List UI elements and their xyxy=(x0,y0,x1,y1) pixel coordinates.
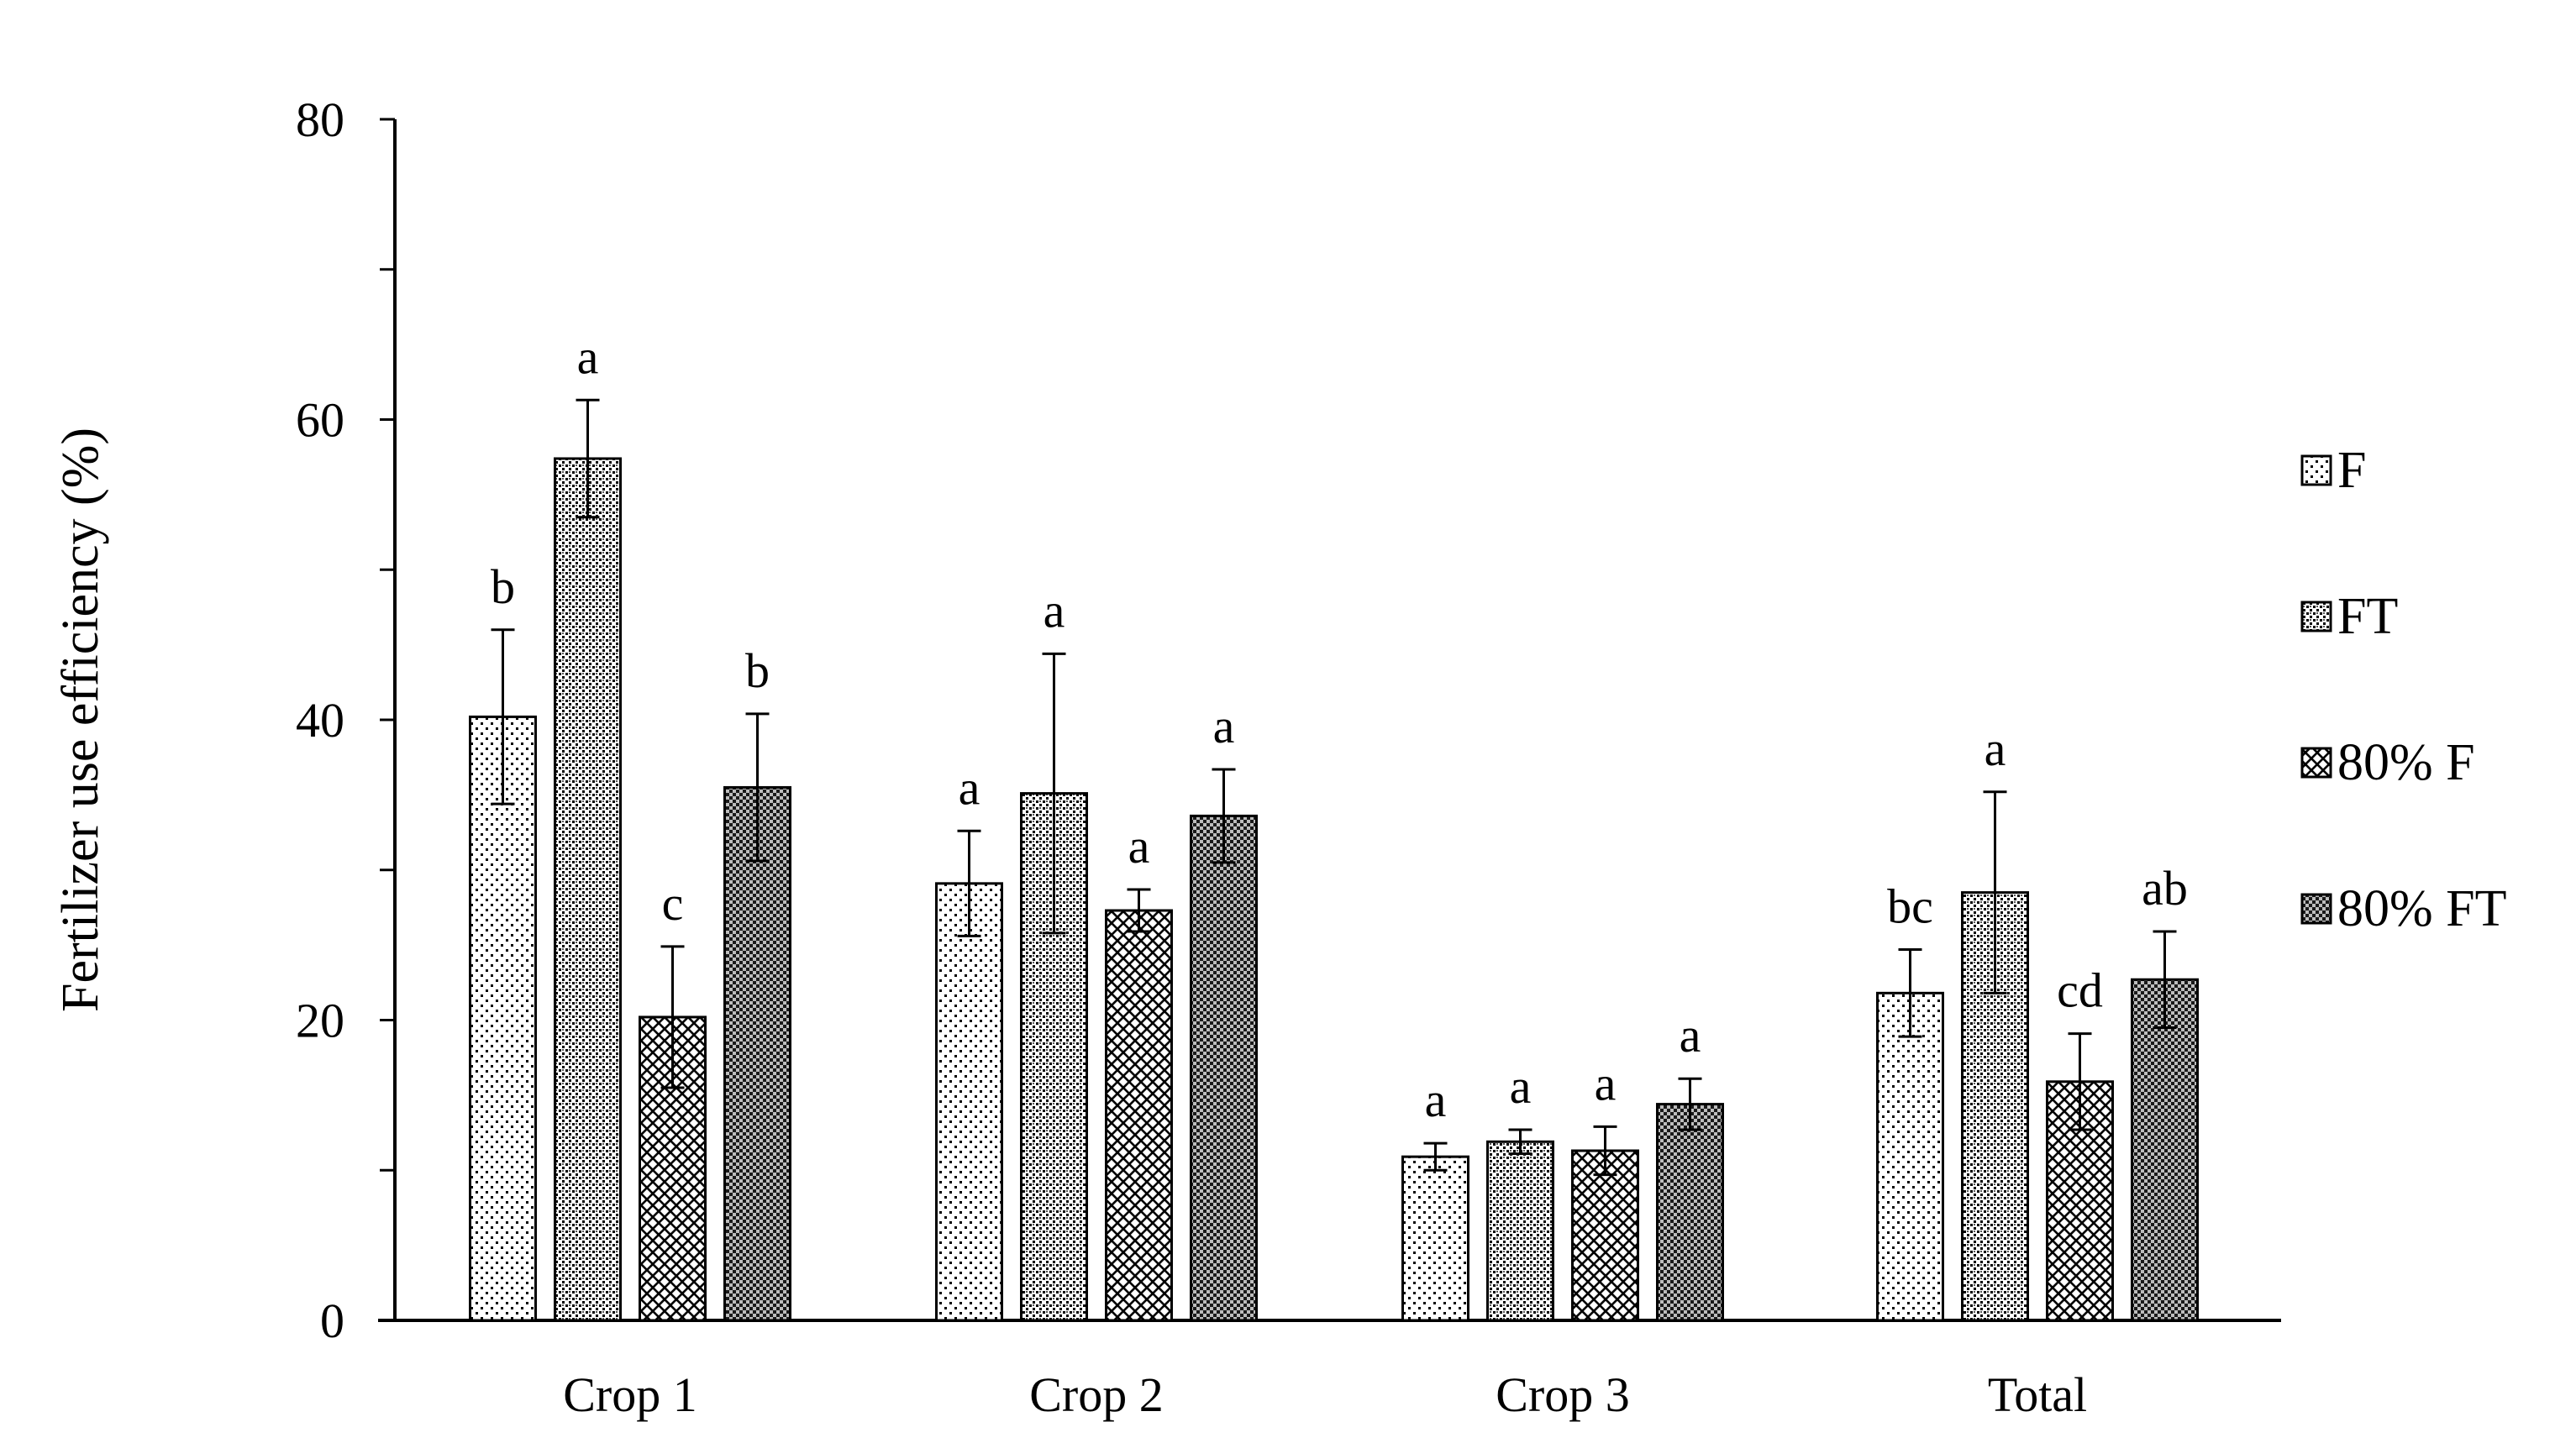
legend-label: FT xyxy=(2337,588,2398,645)
significance-letter: c xyxy=(662,876,684,931)
bar xyxy=(1486,1140,1554,1322)
bar xyxy=(1656,1103,1724,1322)
significance-letter: cd xyxy=(2057,963,2103,1018)
legend-swatch xyxy=(2300,747,2332,779)
category-labels: Crop 1 Crop 2 Crop 3 Total xyxy=(563,1367,2087,1422)
legend-item: FT xyxy=(2300,588,2398,645)
bar xyxy=(1105,909,1173,1322)
y-tick-label: 60 xyxy=(296,393,344,448)
bar xyxy=(2131,978,2199,1322)
bars xyxy=(469,457,2199,1322)
significance-letter: a xyxy=(1213,699,1235,753)
significance-letter: a xyxy=(1425,1073,1447,1127)
legend-item: 80% FT xyxy=(2300,880,2507,937)
y-tick-label: 40 xyxy=(296,693,344,748)
bar xyxy=(935,882,1003,1322)
bar xyxy=(1571,1149,1639,1322)
error-bars xyxy=(491,398,2177,1177)
legend-swatch xyxy=(2300,454,2332,486)
legend-swatch xyxy=(2300,893,2332,925)
legend: F FT 80% F 80% FT xyxy=(2300,442,2507,937)
x-tick-label: Crop 3 xyxy=(1496,1367,1630,1422)
legend-label: F xyxy=(2337,442,2366,499)
bar xyxy=(469,715,537,1322)
significance-letter: a xyxy=(1595,1056,1617,1110)
significance-letter: b xyxy=(491,559,515,614)
y-tick-label: 20 xyxy=(296,994,344,1048)
bar xyxy=(1401,1155,1469,1322)
x-tick-label: Crop 1 xyxy=(563,1367,697,1422)
y-axis-label: Fertilizer use efficiency (%) xyxy=(52,428,109,1012)
bar xyxy=(723,785,791,1322)
legend-item: 80% F xyxy=(2300,734,2475,791)
significance-letter: a xyxy=(1128,819,1150,874)
significance-letter: a xyxy=(577,329,599,384)
significance-letter: bc xyxy=(1887,879,1933,933)
legend-label: 80% FT xyxy=(2337,880,2507,937)
bar xyxy=(1876,991,1944,1322)
y-tick-label: 80 xyxy=(296,92,344,147)
bar xyxy=(554,457,622,1322)
significance-letter: a xyxy=(1680,1008,1701,1063)
significance-letters: b a a bc a a a a c a a cd b a a ab xyxy=(491,329,2188,1127)
significance-letter: a xyxy=(959,760,980,815)
legend-item: F xyxy=(2300,442,2366,499)
significance-letter: b xyxy=(745,643,770,698)
y-ticks: 0 20 40 60 80 xyxy=(296,92,395,1348)
significance-letter: a xyxy=(1510,1059,1532,1114)
bar xyxy=(1190,814,1258,1322)
significance-letter: ab xyxy=(2142,861,2188,916)
significance-letter: a xyxy=(1985,722,2006,776)
x-tick-label: Total xyxy=(1988,1367,2087,1422)
significance-letter: a xyxy=(1044,583,1065,638)
legend-swatch xyxy=(2300,601,2332,632)
x-tick-label: Crop 2 xyxy=(1029,1367,1164,1422)
legend-label: 80% F xyxy=(2337,734,2475,791)
y-tick-label: 0 xyxy=(320,1293,344,1348)
